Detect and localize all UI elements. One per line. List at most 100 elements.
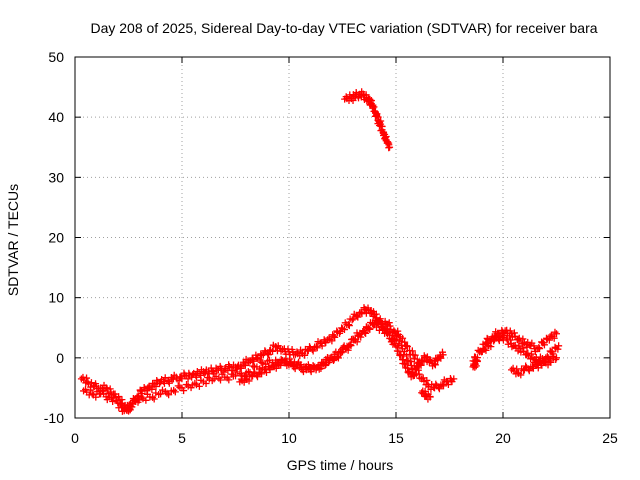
data-point-track-c	[361, 328, 369, 336]
data-point-track-b	[257, 358, 265, 366]
data-point-track-b	[236, 370, 244, 378]
data-point-track-c	[307, 368, 315, 376]
data-point-track-b	[128, 403, 136, 411]
y-tick-label: 0	[56, 350, 64, 366]
data-point-upper-arc	[385, 139, 393, 147]
data-point-track-c	[408, 347, 416, 355]
data-point-track-f	[554, 345, 562, 353]
data-point-track-a	[83, 374, 91, 382]
x-tick-label: 5	[178, 430, 186, 446]
data-point-track-b	[92, 393, 100, 401]
data-point-track-f	[482, 346, 490, 354]
data-point-track-c	[262, 369, 270, 377]
data-point-track-f	[555, 342, 563, 350]
data-point-track-e	[550, 334, 558, 342]
grid-lines	[75, 57, 610, 418]
data-point-track-c	[253, 373, 261, 381]
data-point-track-a	[309, 347, 317, 355]
data-point-track-b	[400, 347, 408, 355]
data-point-track-b	[435, 385, 443, 393]
data-point-track-e	[519, 335, 527, 343]
x-tick-label: 0	[71, 430, 79, 446]
data-point-track-b	[195, 382, 203, 390]
y-tick-label: 40	[48, 109, 64, 125]
data-point-track-b	[127, 402, 135, 410]
y-tick-label: 50	[48, 49, 64, 65]
y-tick-label: 30	[48, 169, 64, 185]
data-point-track-d	[426, 393, 434, 401]
data-point-track-c	[330, 356, 338, 364]
data-point-track-a	[240, 360, 248, 368]
data-point-track-c	[274, 360, 282, 368]
data-point-track-b	[225, 376, 233, 384]
data-point-track-b	[440, 382, 448, 390]
data-point-upper-arc	[370, 103, 378, 111]
data-point-track-b	[150, 395, 158, 403]
data-point-track-a	[330, 332, 338, 340]
data-point-track-c	[394, 327, 402, 335]
data-point-track-b	[137, 393, 145, 401]
data-point-track-c	[334, 354, 342, 362]
data-point-track-a	[250, 357, 258, 365]
data-point-track-a	[249, 356, 257, 364]
data-point-track-a	[431, 360, 439, 368]
data-point-track-a	[111, 390, 119, 398]
data-point-track-c	[258, 370, 266, 378]
data-point-track-c	[376, 315, 384, 323]
data-point-track-b	[217, 376, 225, 384]
data-point-track-b	[183, 381, 191, 389]
data-point-track-h	[473, 357, 481, 365]
data-point-track-a	[439, 351, 447, 359]
data-point-track-c	[275, 361, 283, 369]
y-axis-label: SDTVAR / TECUs	[5, 184, 21, 296]
data-point-track-b	[171, 388, 179, 396]
data-point-track-c	[353, 338, 361, 346]
data-point-track-a	[115, 393, 123, 401]
data-point-track-g	[546, 357, 554, 365]
data-point-track-b	[444, 381, 452, 389]
data-point-track-c	[337, 349, 345, 357]
data-point-track-a	[241, 361, 249, 369]
data-point-track-c	[403, 342, 411, 350]
data-point-track-c	[399, 334, 407, 342]
data-point-track-c	[416, 360, 424, 368]
data-point-track-a	[349, 315, 357, 323]
data-point-track-a	[345, 321, 353, 329]
data-point-track-b	[419, 374, 427, 382]
data-point-track-a	[148, 385, 156, 393]
data-point-track-a	[394, 347, 402, 355]
data-point-track-f	[506, 336, 514, 344]
data-point-track-e	[535, 344, 543, 352]
data-point-track-b	[410, 362, 418, 370]
data-points	[77, 88, 563, 415]
data-point-track-b	[450, 375, 458, 383]
x-axis-label: GPS time / hours	[287, 457, 394, 473]
data-point-track-b	[88, 390, 96, 398]
data-point-track-c	[346, 341, 354, 349]
data-point-track-c	[357, 333, 365, 341]
data-point-track-e	[510, 329, 518, 337]
data-point-upper-arc	[373, 110, 381, 118]
data-point-track-a	[184, 375, 192, 383]
data-point-track-a	[348, 316, 356, 324]
data-point-track-a	[102, 384, 110, 392]
data-point-track-b	[142, 396, 150, 404]
data-point-track-c	[414, 359, 422, 367]
data-point-upper-arc	[384, 138, 392, 146]
data-point-track-b	[407, 358, 415, 366]
data-point-track-c	[305, 363, 313, 371]
data-point-track-g	[547, 358, 555, 366]
data-point-track-a	[331, 333, 339, 341]
data-point-track-a	[354, 313, 362, 321]
data-point-track-a	[237, 364, 245, 372]
data-point-track-e	[551, 328, 559, 336]
data-point-track-g	[517, 371, 525, 379]
data-point-track-a	[340, 326, 348, 334]
data-point-track-f	[527, 350, 535, 358]
data-point-track-a	[318, 342, 326, 350]
data-point-track-b	[174, 382, 182, 390]
data-point-track-b	[204, 373, 212, 381]
data-point-track-b	[180, 387, 188, 395]
data-point-track-a	[431, 361, 439, 369]
data-point-track-b	[415, 370, 423, 378]
